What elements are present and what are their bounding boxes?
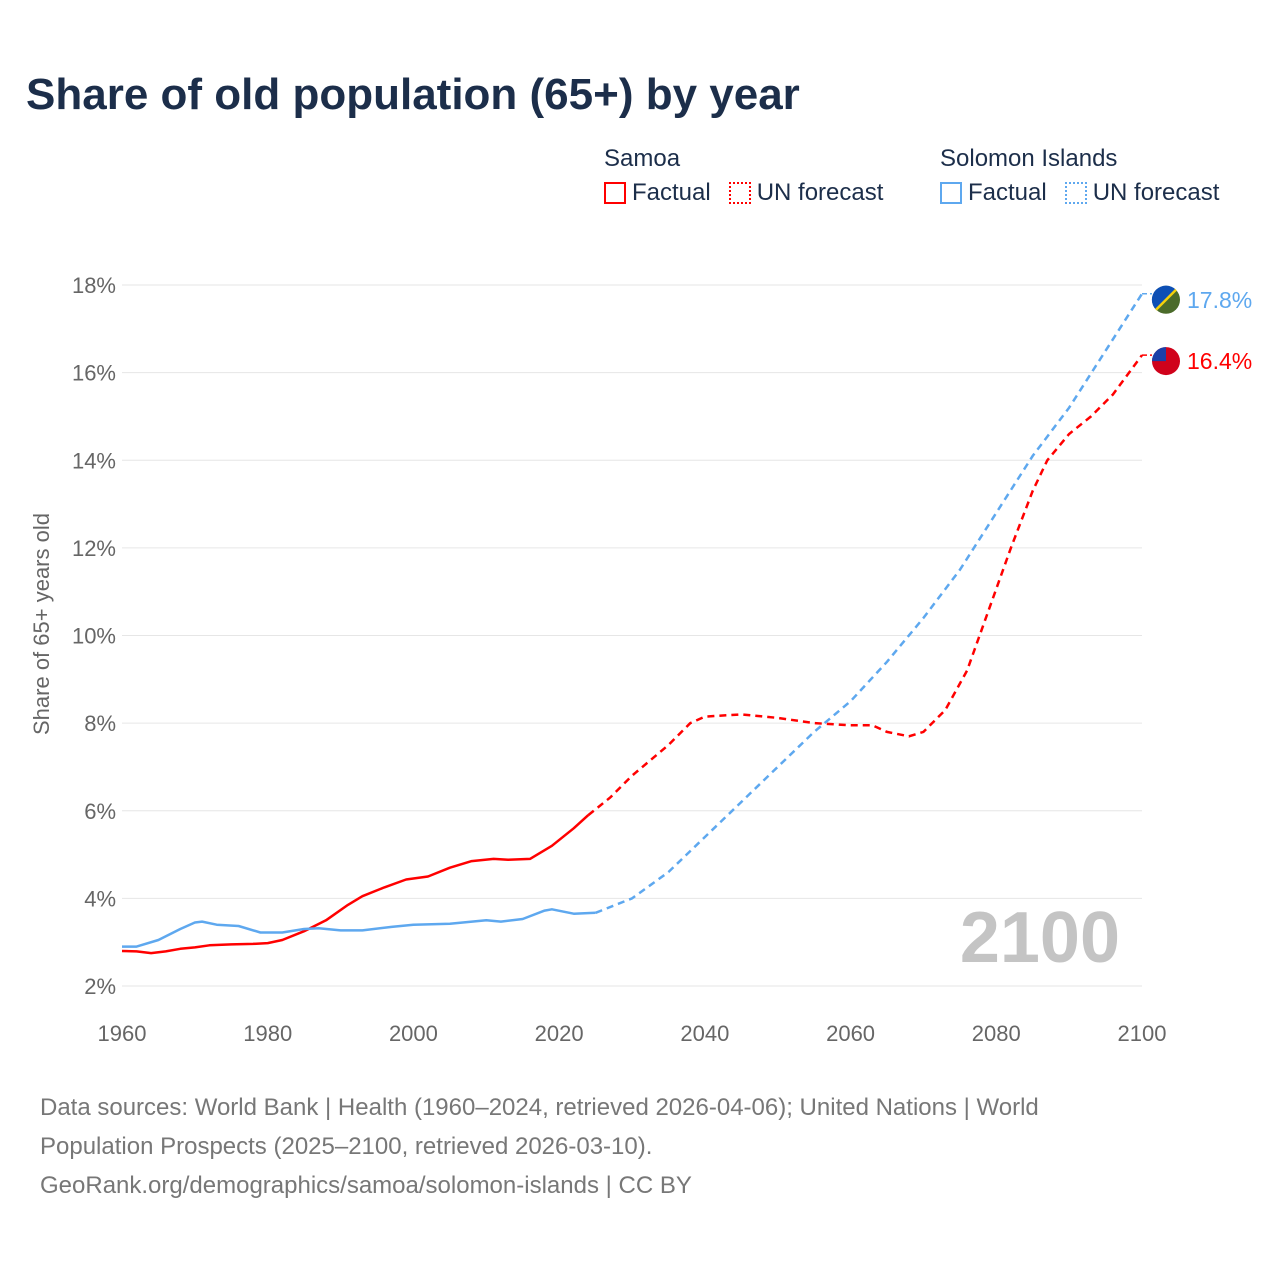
y-tick-label: 18% bbox=[72, 273, 116, 298]
y-tick-label: 6% bbox=[84, 799, 116, 824]
solomon-islands-end-label: 17.8% bbox=[1187, 287, 1252, 313]
x-tick-label: 2060 bbox=[826, 1021, 875, 1046]
x-tick-label: 2000 bbox=[389, 1021, 438, 1046]
y-tick-label: 2% bbox=[84, 974, 116, 999]
legend-group-name: Samoa bbox=[604, 145, 681, 172]
legend-swatch bbox=[940, 182, 962, 204]
x-tick-label: 1980 bbox=[243, 1021, 292, 1046]
y-tick-label: 4% bbox=[84, 886, 116, 911]
x-tick-label: 1960 bbox=[98, 1021, 147, 1046]
legend-samoa: Samoa Factual UN forecast bbox=[604, 145, 883, 207]
legend-samoa-forecast[interactable]: UN forecast bbox=[728, 179, 884, 207]
solomon-flag-blue bbox=[1151, 285, 1176, 310]
legend-solomon-islands: Solomon Islands Factual UN forecast bbox=[940, 145, 1219, 207]
samoa-factual-line bbox=[121, 814, 590, 955]
x-tick-label: 2080 bbox=[972, 1021, 1021, 1046]
y-tick-label: 12% bbox=[72, 536, 116, 561]
chart-title: Share of old population (65+) by year bbox=[26, 70, 800, 119]
solomon-flag-stripe bbox=[1155, 288, 1177, 311]
footer-sources: Data sources: World Bank | Health (1960–… bbox=[40, 1088, 1140, 1205]
legend-label: UN forecast bbox=[756, 179, 884, 206]
x-tick-label: 2040 bbox=[680, 1021, 729, 1046]
legend-solomon-forecast[interactable]: UN forecast bbox=[1064, 179, 1220, 207]
solomon-islands-forecast-line bbox=[595, 293, 1144, 914]
footer-link[interactable]: GeoRank.org/demographics/samoa/solomon-i… bbox=[40, 1172, 692, 1199]
footer-line: Population Prospects (2025–2100, retriev… bbox=[40, 1133, 653, 1160]
legend-label: Factual bbox=[632, 179, 711, 206]
y-tick-label: 14% bbox=[72, 448, 116, 473]
legend-swatch bbox=[604, 182, 626, 204]
legend-samoa-factual[interactable]: Factual bbox=[604, 179, 711, 207]
y-tick-label: 8% bbox=[84, 711, 116, 736]
footer-line: Data sources: World Bank | Health (1960–… bbox=[40, 1094, 1039, 1121]
y-tick-label: 16% bbox=[72, 361, 116, 386]
samoa-flag-canton bbox=[1152, 347, 1166, 362]
samoa-forecast-line bbox=[587, 354, 1144, 817]
y-tick-label: 10% bbox=[72, 624, 116, 649]
legend-swatch bbox=[728, 182, 751, 204]
samoa-end-label: 16.4% bbox=[1187, 348, 1252, 374]
year-watermark: 2100 bbox=[960, 898, 1120, 978]
x-tick-label: 2100 bbox=[1118, 1021, 1167, 1046]
solomon-islands-factual-line bbox=[122, 908, 596, 948]
legend-solomon-factual[interactable]: Factual bbox=[940, 179, 1047, 207]
x-tick-label: 2020 bbox=[535, 1021, 584, 1046]
legend-swatch bbox=[1064, 182, 1087, 204]
legend-group-name: Solomon Islands bbox=[940, 145, 1118, 172]
legend-label: UN forecast bbox=[1092, 179, 1220, 206]
legend-label: Factual bbox=[968, 179, 1047, 206]
